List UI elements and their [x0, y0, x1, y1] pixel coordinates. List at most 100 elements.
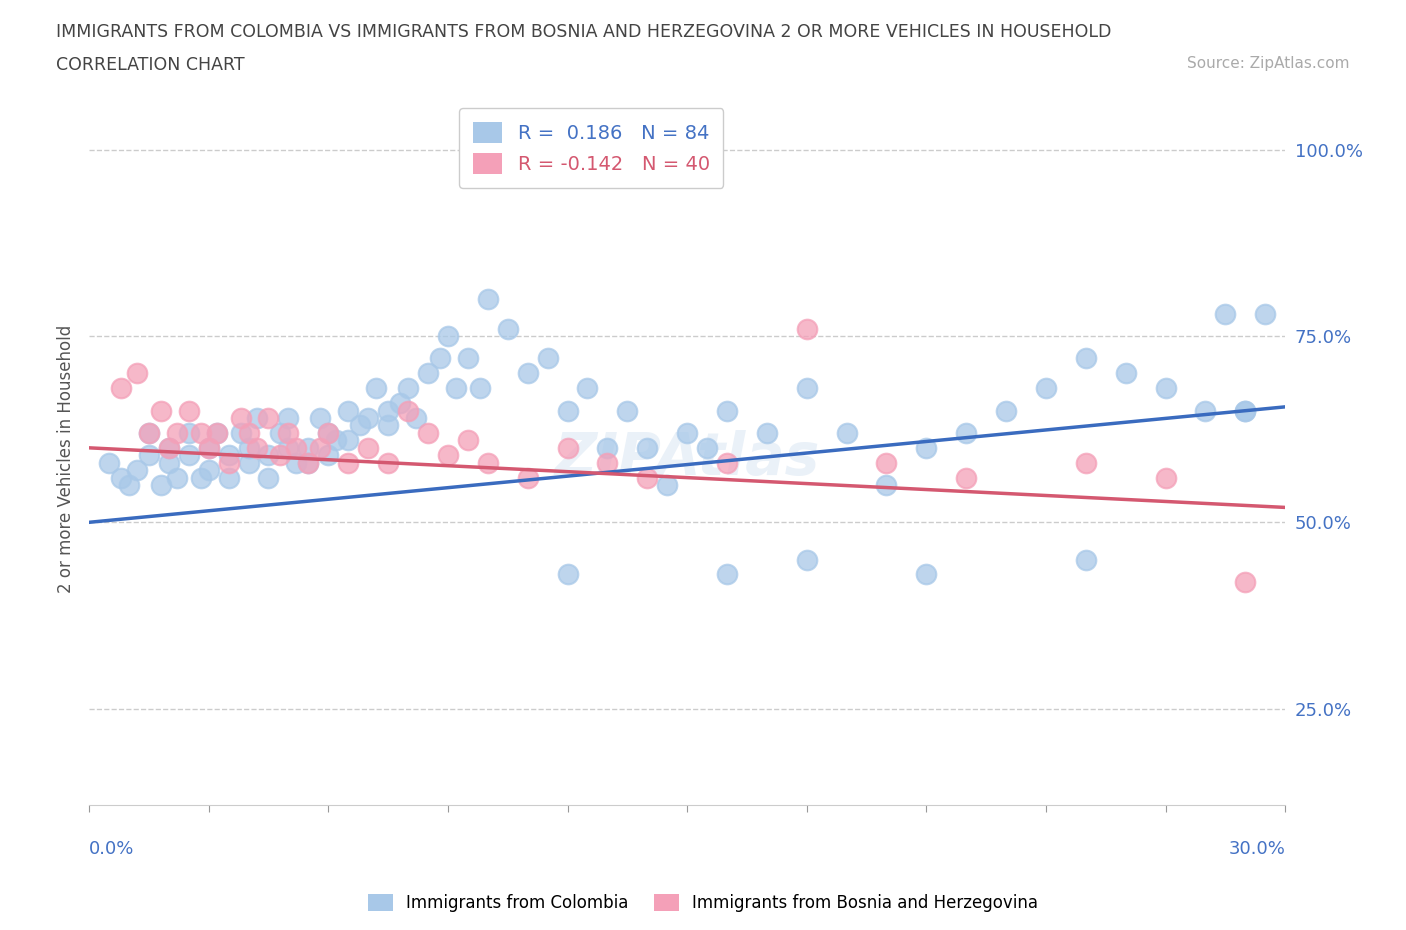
Point [1154, 471, 1177, 485]
Point [716, 456, 738, 471]
Point [477, 291, 499, 306]
Point [245, 410, 267, 425]
Point [616, 403, 638, 418]
Text: CORRELATION CHART: CORRELATION CHART [56, 56, 245, 73]
Point [277, 441, 299, 456]
Point [197, 463, 219, 478]
Y-axis label: 2 or more Vehicles in Household: 2 or more Vehicles in Household [58, 325, 75, 593]
Point [190, 426, 212, 441]
Point [596, 456, 619, 471]
Point [457, 351, 479, 365]
Point [297, 456, 319, 471]
Point [245, 441, 267, 456]
Point [118, 478, 141, 493]
Point [516, 365, 538, 380]
Point [377, 418, 399, 433]
Point [177, 426, 200, 441]
Point [309, 410, 332, 425]
Point [197, 441, 219, 456]
Point [696, 441, 718, 456]
Point [98, 456, 121, 471]
Point [576, 380, 599, 395]
Point [297, 441, 319, 456]
Point [1254, 306, 1277, 321]
Point [557, 441, 579, 456]
Point [177, 448, 200, 463]
Point [444, 380, 467, 395]
Point [557, 567, 579, 582]
Point [596, 441, 619, 456]
Point [238, 456, 260, 471]
Point [366, 380, 388, 395]
Point [285, 441, 308, 456]
Point [309, 441, 332, 456]
Point [337, 433, 360, 448]
Point [357, 441, 380, 456]
Text: Source: ZipAtlas.com: Source: ZipAtlas.com [1187, 56, 1350, 71]
Point [1234, 403, 1257, 418]
Point [796, 380, 818, 395]
Point [377, 403, 399, 418]
Point [257, 471, 280, 485]
Point [377, 456, 399, 471]
Point [316, 426, 339, 441]
Point [796, 552, 818, 567]
Point [457, 433, 479, 448]
Point [1234, 403, 1257, 418]
Text: 0.0%: 0.0% [89, 840, 135, 858]
Point [1154, 380, 1177, 395]
Point [1234, 575, 1257, 590]
Legend: R =  0.186   N = 84, R = -0.142   N = 40: R = 0.186 N = 84, R = -0.142 N = 40 [460, 109, 724, 188]
Point [915, 441, 938, 456]
Point [955, 426, 977, 441]
Point [110, 380, 132, 395]
Point [716, 567, 738, 582]
Point [125, 463, 148, 478]
Point [269, 448, 291, 463]
Point [238, 441, 260, 456]
Point [190, 471, 212, 485]
Point [349, 418, 371, 433]
Point [796, 321, 818, 336]
Point [218, 471, 240, 485]
Point [416, 365, 439, 380]
Text: ZIPAtlas: ZIPAtlas [554, 431, 820, 487]
Point [238, 426, 260, 441]
Point [396, 380, 419, 395]
Point [755, 426, 778, 441]
Point [1194, 403, 1216, 418]
Point [429, 351, 451, 365]
Point [875, 478, 897, 493]
Point [125, 365, 148, 380]
Point [257, 410, 280, 425]
Text: IMMIGRANTS FROM COLOMBIA VS IMMIGRANTS FROM BOSNIA AND HERZEGOVINA 2 OR MORE VEH: IMMIGRANTS FROM COLOMBIA VS IMMIGRANTS F… [56, 23, 1112, 41]
Point [316, 426, 339, 441]
Point [915, 567, 938, 582]
Point [437, 448, 460, 463]
Point [157, 441, 180, 456]
Point [138, 448, 160, 463]
Point [257, 448, 280, 463]
Point [416, 426, 439, 441]
Point [389, 395, 412, 410]
Point [157, 441, 180, 456]
Text: 30.0%: 30.0% [1229, 840, 1285, 858]
Point [277, 410, 299, 425]
Point [1215, 306, 1237, 321]
Point [676, 426, 699, 441]
Point [396, 403, 419, 418]
Point [197, 441, 219, 456]
Point [536, 351, 558, 365]
Point [477, 456, 499, 471]
Point [557, 403, 579, 418]
Point [229, 410, 252, 425]
Point [835, 426, 858, 441]
Point [149, 478, 172, 493]
Point [337, 403, 360, 418]
Point [716, 403, 738, 418]
Point [496, 321, 519, 336]
Point [277, 426, 299, 441]
Point [1074, 456, 1097, 471]
Point [468, 380, 491, 395]
Point [1074, 552, 1097, 567]
